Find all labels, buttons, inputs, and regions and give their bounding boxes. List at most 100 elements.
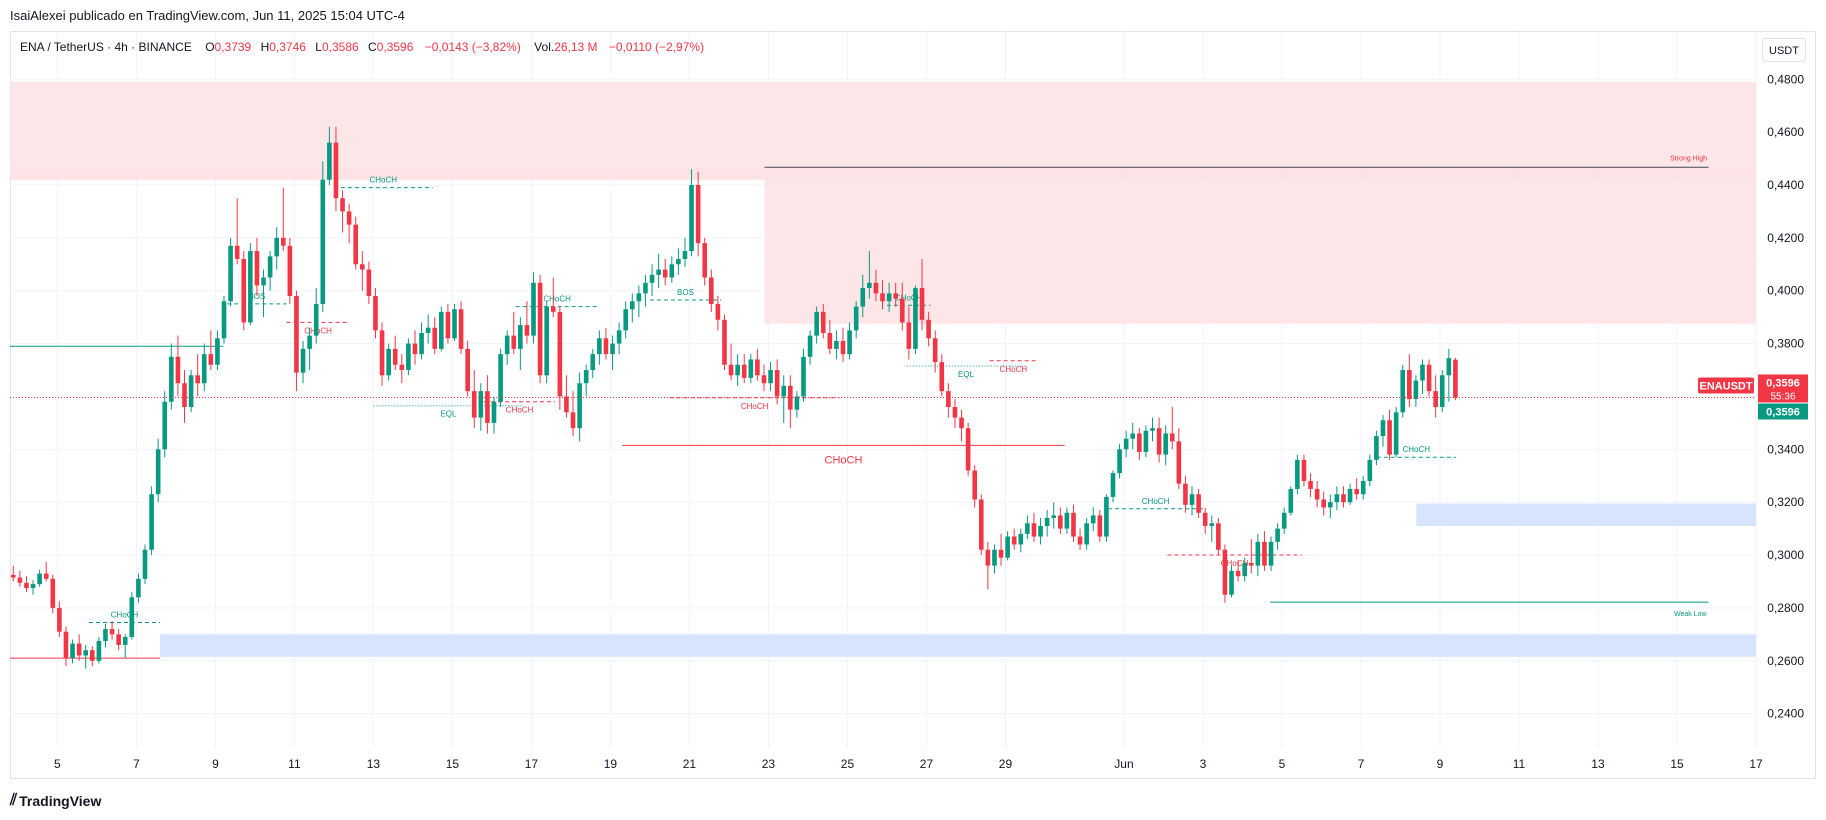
candle-body bbox=[478, 391, 484, 418]
candle-body bbox=[1084, 523, 1089, 545]
candle-down bbox=[175, 335, 181, 397]
candle-up bbox=[320, 161, 326, 312]
candle-body bbox=[676, 258, 681, 265]
candle-body bbox=[735, 364, 740, 376]
zones-layer bbox=[10, 81, 1756, 657]
candle-down bbox=[254, 237, 260, 296]
candle-body bbox=[1058, 515, 1063, 529]
legend-open-label: O bbox=[205, 40, 215, 54]
candle-body bbox=[1097, 515, 1103, 537]
candle-body bbox=[1183, 483, 1188, 505]
structure-label: CHoCH bbox=[506, 406, 534, 415]
candle-down bbox=[50, 574, 56, 614]
candle-body bbox=[188, 375, 194, 408]
candle-down bbox=[1071, 504, 1076, 542]
candle-body bbox=[155, 449, 161, 495]
structure-label: BOS bbox=[248, 292, 265, 301]
candle-body bbox=[1453, 359, 1458, 398]
currency-button[interactable]: USDT bbox=[1762, 38, 1806, 62]
candle-body bbox=[1374, 436, 1379, 460]
candle-down bbox=[978, 494, 984, 556]
candle-down bbox=[1202, 507, 1208, 534]
candle-body bbox=[946, 391, 951, 408]
tradingview-brand[interactable]: ⫽ TradingView bbox=[10, 792, 101, 810]
candle-body bbox=[221, 301, 227, 339]
structure-label: CHoCH bbox=[741, 402, 769, 411]
candle-body bbox=[43, 573, 49, 579]
candle-down bbox=[959, 409, 964, 442]
candle-body bbox=[939, 362, 945, 392]
candle-body bbox=[267, 256, 273, 278]
candle-body bbox=[195, 375, 200, 384]
candle-down bbox=[1341, 486, 1346, 508]
candle-body bbox=[90, 650, 95, 661]
candle-body bbox=[452, 309, 457, 339]
candle-body bbox=[1176, 441, 1182, 484]
candle-body bbox=[162, 401, 168, 450]
candle-up bbox=[228, 237, 233, 307]
y-tick-label: 0,2400 bbox=[1767, 707, 1804, 721]
structure-label: CHoCH bbox=[543, 295, 571, 304]
y-tick-label: 0,3200 bbox=[1767, 495, 1804, 509]
candle-up bbox=[83, 644, 89, 669]
candle-body bbox=[741, 364, 747, 378]
candle-down bbox=[939, 354, 945, 397]
candle-body bbox=[834, 340, 839, 349]
y-tick-label: 0,4600 bbox=[1767, 125, 1804, 139]
candle-body bbox=[590, 354, 596, 371]
supply-zone bbox=[764, 261, 1756, 324]
candle-up bbox=[478, 383, 484, 431]
x-tick-label: 17 bbox=[525, 757, 539, 771]
candle-body bbox=[1321, 499, 1327, 508]
candle-up bbox=[1413, 375, 1419, 408]
price-box-bg bbox=[1758, 374, 1808, 403]
candle-body bbox=[570, 412, 576, 429]
candle-down bbox=[899, 282, 905, 331]
candle-body bbox=[794, 396, 800, 410]
legend-symbol[interactable]: ENA / TetherUS · 4h · BINANCE bbox=[20, 40, 192, 54]
candle-up bbox=[544, 301, 549, 384]
candle-body bbox=[17, 577, 23, 583]
candle-up bbox=[1327, 494, 1333, 519]
candle-up bbox=[1209, 515, 1215, 542]
candle-down bbox=[919, 258, 925, 331]
candle-down bbox=[63, 626, 69, 667]
price-line-layer: ENAUSDT 0,3596 55:36 0,3596 bbox=[10, 374, 1808, 420]
candle-body bbox=[103, 629, 108, 641]
candle-down bbox=[662, 258, 668, 286]
grid-layer bbox=[10, 30, 1757, 748]
candle-body bbox=[886, 293, 892, 302]
legend-close-value: 0,3596 bbox=[376, 40, 414, 54]
candle-up bbox=[867, 251, 872, 299]
candle-body bbox=[893, 293, 898, 299]
candle-down bbox=[195, 354, 200, 397]
legend-volume-label: Vol. bbox=[534, 40, 555, 54]
candle-body bbox=[1071, 512, 1076, 537]
candle-body bbox=[840, 340, 846, 355]
candle-body bbox=[280, 237, 286, 246]
candle-up bbox=[1189, 486, 1195, 516]
candle-body bbox=[37, 573, 42, 585]
candle-body bbox=[860, 288, 866, 307]
candle-down bbox=[1216, 518, 1221, 556]
candle-body bbox=[1110, 473, 1116, 497]
candle-body bbox=[1018, 533, 1024, 545]
candle-body bbox=[359, 264, 365, 270]
candle-up bbox=[649, 264, 655, 296]
candle-body bbox=[274, 237, 279, 257]
candle-down bbox=[537, 274, 543, 384]
candle-down bbox=[109, 621, 115, 640]
candle-down bbox=[1176, 428, 1182, 489]
candle-body bbox=[1347, 488, 1353, 503]
candle-up bbox=[853, 301, 859, 339]
second-price-box-value: 0,3596 bbox=[1766, 407, 1800, 419]
candle-body bbox=[504, 335, 510, 355]
x-tick-label: 5 bbox=[54, 757, 61, 771]
y-tick-label: 0,4800 bbox=[1767, 72, 1804, 86]
candle-down bbox=[366, 261, 372, 304]
candle-down bbox=[399, 354, 405, 384]
candle-body bbox=[1308, 481, 1313, 489]
candle-down bbox=[1169, 407, 1175, 450]
candle-down bbox=[761, 364, 767, 392]
